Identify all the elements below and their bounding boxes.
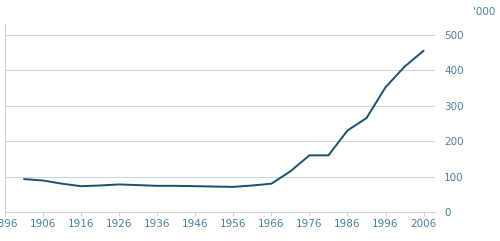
Text: '000: '000 (472, 7, 495, 17)
